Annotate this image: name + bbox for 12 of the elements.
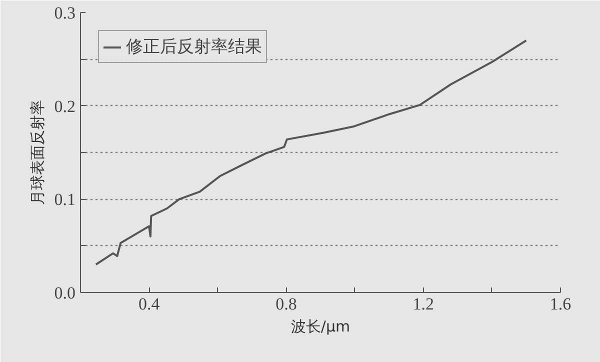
legend-label: 修正后反射率结果 <box>126 36 262 58</box>
line-series <box>94 40 528 266</box>
y-axis-title: 月球表面反射率 <box>28 100 46 205</box>
x-tick-label: 1.2 <box>412 294 434 314</box>
x-tick-label: 1.6 <box>550 294 572 314</box>
x-tick-label: 0.4 <box>138 294 160 314</box>
y-tick-label: 0.1 <box>54 190 76 210</box>
text: 0.0 <box>54 284 76 302</box>
x-axis-title: 波长/μm <box>290 318 350 336</box>
y-tick-label: 0.2 <box>54 96 76 116</box>
x-tick-label: 0.8 <box>276 294 297 314</box>
y-tick-label: 0.3 <box>54 4 76 22</box>
